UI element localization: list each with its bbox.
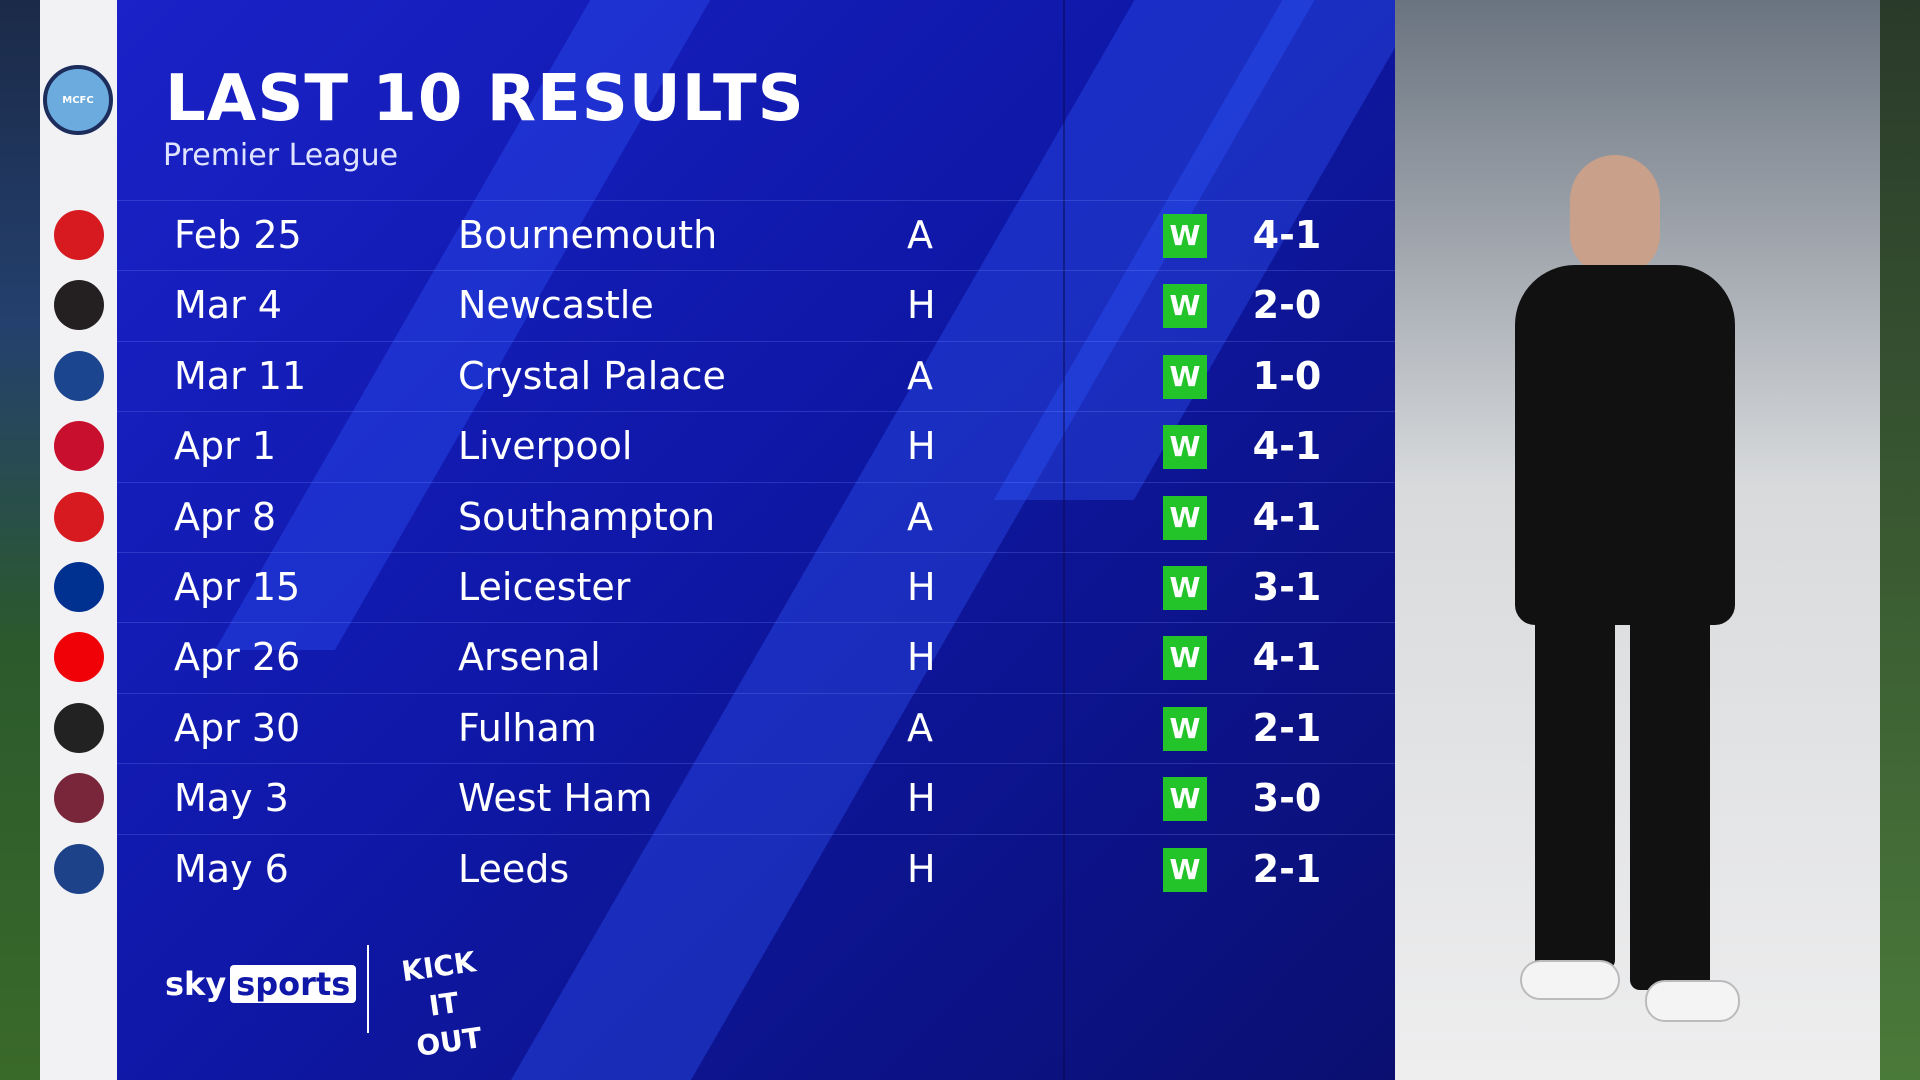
opponent-name: Leicester (458, 565, 631, 609)
venue: H (907, 283, 936, 328)
opponent-crest-icon (54, 843, 104, 894)
result-row: Apr 1 Liverpool H W 4-1 (117, 411, 1395, 481)
opponent-name: Crystal Palace (458, 353, 726, 398)
match-date: Apr 15 (174, 565, 301, 609)
result-row: Mar 11 Crystal Palace A W 1-0 (117, 340, 1395, 411)
venue: A (907, 494, 933, 539)
match-date: Apr 8 (174, 494, 276, 539)
result-row: Feb 25 Bournemouth A W 4-1 (117, 200, 1395, 270)
match-date: Apr 26 (174, 635, 301, 680)
score: 3-1 (1252, 565, 1322, 609)
opponent-crest-icon (54, 702, 104, 753)
sky-sports-logo: sky sports (165, 965, 357, 1003)
opponent-crest-icon (54, 280, 104, 331)
opponent-crest-icon (54, 421, 104, 472)
score: 4-1 (1252, 424, 1322, 469)
result-badge: W (1163, 847, 1207, 892)
venue: H (907, 846, 936, 891)
result-badge: W (1163, 636, 1207, 681)
stadium-background-right (1880, 0, 1920, 1080)
opponent-name: Arsenal (458, 635, 601, 680)
result-row: May 3 West Ham H W 3-0 (117, 763, 1395, 833)
opponent-name: Bournemouth (458, 213, 718, 257)
venue: H (907, 424, 936, 469)
match-date: Apr 1 (174, 424, 276, 469)
result-badge: W (1163, 777, 1207, 822)
opponent-name: Newcastle (458, 283, 654, 328)
result-row: Apr 8 Southampton A W 4-1 (117, 481, 1395, 552)
score: 4-1 (1252, 213, 1322, 257)
score: 2-1 (1252, 705, 1322, 750)
match-date: Feb 25 (174, 213, 302, 257)
opponent-name: Leeds (458, 846, 570, 891)
opponent-crest-icon (54, 632, 104, 683)
score: 2-0 (1252, 283, 1322, 328)
results-panel: LAST 10 RESULTS Premier League Feb 25 Bo… (117, 0, 1395, 1080)
score: 3-0 (1252, 776, 1322, 821)
man-city-crest-icon: MCFC (43, 65, 113, 135)
venue: H (907, 776, 936, 821)
score: 4-1 (1252, 494, 1322, 539)
page-title: LAST 10 RESULTS (165, 62, 805, 136)
logo-divider (367, 945, 369, 1033)
venue: A (907, 705, 933, 750)
stadium-background-left (0, 0, 40, 1080)
result-badge: W (1163, 354, 1207, 399)
score: 1-0 (1252, 353, 1322, 398)
result-row: May 6 Leeds H W 2-1 (117, 833, 1395, 904)
result-badge: W (1163, 566, 1207, 610)
opponent-name: Liverpool (458, 424, 633, 469)
match-date: Apr 30 (174, 705, 301, 750)
opponent-name: West Ham (458, 776, 653, 821)
opponent-crest-icon (54, 491, 104, 542)
venue: H (907, 565, 936, 609)
match-date: May 6 (174, 846, 289, 891)
competition-subtitle: Premier League (163, 138, 399, 173)
column-divider (1063, 0, 1065, 1080)
venue: A (907, 353, 933, 398)
venue: H (907, 635, 936, 680)
result-badge: W (1163, 425, 1207, 470)
result-row: Apr 26 Arsenal H W 4-1 (117, 622, 1395, 692)
kick-it-out-logo: KICK IT OUT (399, 945, 484, 1063)
opponent-name: Southampton (458, 494, 716, 539)
result-badge: W (1163, 284, 1207, 329)
result-badge: W (1163, 495, 1207, 540)
result-row: Apr 15 Leicester H W 3-1 (117, 552, 1395, 622)
result-row: Apr 30 Fulham A W 2-1 (117, 692, 1395, 763)
match-date: Mar 4 (174, 283, 282, 328)
opponent-crest-icon (54, 350, 104, 401)
opponent-name: Fulham (458, 705, 597, 750)
score: 2-1 (1252, 846, 1322, 891)
opponent-crest-icon (54, 562, 104, 612)
match-date: Mar 11 (174, 353, 307, 398)
opponent-crest-icon (54, 773, 104, 824)
score: 4-1 (1252, 635, 1322, 680)
result-badge: W (1163, 706, 1207, 751)
manager-photo (1395, 0, 1880, 1080)
opponent-crest-icon (54, 210, 104, 260)
result-row: Mar 4 Newcastle H W 2-0 (117, 270, 1395, 340)
venue: A (907, 213, 933, 257)
result-badge: W (1163, 214, 1207, 258)
match-date: May 3 (174, 776, 289, 821)
